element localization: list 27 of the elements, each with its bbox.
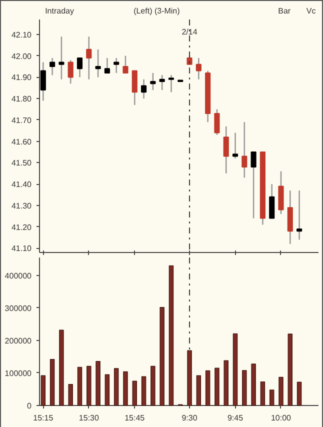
y-tick-label: 300000	[4, 304, 32, 313]
text: Vc	[306, 6, 316, 16]
y-tick-label: 41.50	[11, 158, 32, 168]
chart-title: (Left) (3-Min)	[134, 6, 180, 16]
x-tick-label: 9:30	[182, 414, 198, 422]
y-tick-label: 400000	[4, 271, 32, 280]
y-tick-label: 41.80	[11, 94, 32, 104]
y-tick-label: 41.20	[11, 222, 32, 232]
text: Bar	[278, 6, 291, 16]
y-tick-label: 42.10	[11, 30, 32, 40]
y-tick-label: 41.30	[11, 201, 32, 210]
y-tick-label: 41.60	[11, 137, 32, 146]
y-tick-label: 41.70	[11, 116, 32, 125]
text: Intraday	[45, 6, 74, 16]
y-tick-label: 41.90	[11, 73, 32, 82]
y-tick-label: 200000	[4, 336, 32, 346]
ref-line-label: 2/14	[182, 28, 198, 36]
y-tick-label: 41.40	[11, 180, 32, 190]
y-tick-label: 41.10	[11, 244, 32, 254]
x-tick-label: 15:30	[78, 414, 100, 422]
y-tick-label: 0	[27, 402, 32, 410]
y-tick-label: 100000	[4, 368, 32, 378]
y-tick-label: 42.00	[11, 52, 32, 61]
x-tick-label: 9:45	[227, 414, 244, 422]
x-tick-label: 15:45	[124, 414, 146, 422]
x-tick-label: 15:15	[33, 414, 54, 422]
x-tick-label: 10:00	[270, 414, 292, 422]
